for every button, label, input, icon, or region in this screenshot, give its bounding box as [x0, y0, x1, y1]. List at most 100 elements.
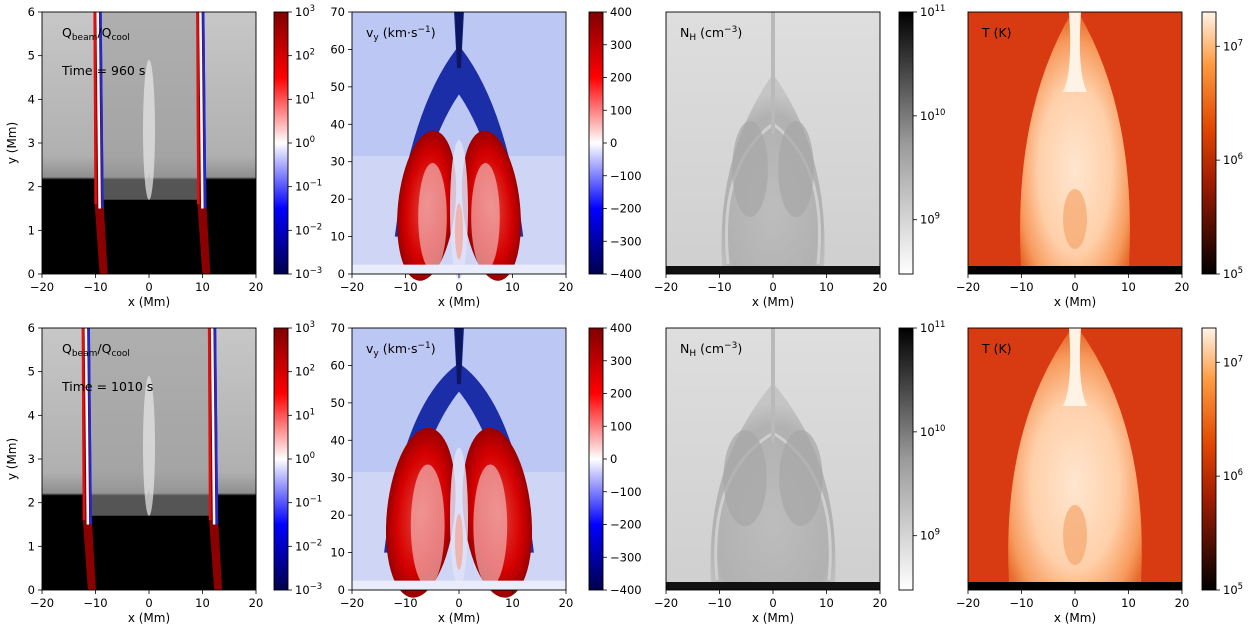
x-tick-label: −20 — [956, 280, 980, 294]
y-tick-label: 40 — [330, 117, 345, 131]
x-tick-label: −20 — [654, 280, 678, 294]
colorbar-tick-label: 300 — [610, 354, 632, 368]
colorbar-frame — [898, 11, 914, 275]
colorbar-tick-label: −400 — [610, 583, 642, 597]
y-tick-label: 20 — [330, 508, 345, 522]
panel-1-2: vy (km·s−1)−20 −10 0 10 20x (Mm)010203040506… — [330, 5, 641, 309]
x-tick-label: −20 — [30, 280, 54, 294]
x-tick-label: 10 — [505, 596, 520, 610]
x-tick-label: 0 — [145, 596, 152, 610]
colorbar-tick-label: −200 — [610, 202, 642, 216]
y-tick-label: 3 — [28, 452, 35, 466]
t-chromosphere — [968, 582, 1182, 590]
panel-title: NH (cm−3) — [680, 341, 742, 359]
y-tick-label: 4 — [28, 408, 35, 422]
x-axis-label: x (Mm) — [128, 295, 170, 309]
x-tick-label: −10 — [83, 280, 107, 294]
beam-line-white — [96, 11, 101, 209]
colorbar — [274, 328, 288, 590]
x-tick-label: 10 — [819, 280, 834, 294]
x-tick-label: 20 — [249, 596, 264, 610]
colorbar-tick-label: 100 — [610, 103, 632, 117]
beam-line-red — [196, 11, 200, 205]
colorbar-tick-label: 106 — [1223, 468, 1243, 483]
x-tick-label: 10 — [195, 596, 210, 610]
beam-line-red — [93, 11, 97, 205]
t-core — [1063, 189, 1087, 249]
colorbar-tick-label: 109 — [920, 212, 940, 227]
panel-2-4: T (K) −20 −10 0 10 20 x (Mm) 105 106 107 — [956, 327, 1243, 625]
colorbar-tick-label: 0 — [610, 136, 617, 150]
x-tick-label: −10 — [707, 280, 731, 294]
colorbar-tick-label: 101 — [295, 91, 315, 106]
y-tick-label: 0 — [338, 267, 345, 281]
y-tick-label: 2 — [28, 180, 35, 194]
y-tick-label: 1 — [28, 539, 35, 553]
colorbar-tick-label: 1010 — [920, 424, 945, 439]
y-axis-label: y (Mm) — [5, 122, 19, 164]
x-tick-label: −10 — [393, 280, 417, 294]
beam-line-white — [199, 11, 204, 209]
y-tick-label: 60 — [330, 358, 345, 372]
x-tick-label: −10 — [1009, 596, 1033, 610]
x-tick-label: 0 — [455, 596, 462, 610]
beam-line-blue — [202, 11, 207, 209]
colorbar-tick-label: 109 — [920, 528, 940, 543]
t-chromosphere — [968, 266, 1182, 274]
y-tick-label: 10 — [330, 230, 345, 244]
colorbar-tick-label: 107 — [1223, 38, 1243, 53]
x-tick-label: −10 — [393, 596, 417, 610]
x-tick-label: −20 — [956, 596, 980, 610]
q-center-glow — [143, 59, 155, 200]
dense-lobe — [779, 430, 823, 526]
v-center-red — [455, 203, 463, 260]
colorbar-tick-label: 200 — [610, 387, 632, 401]
t-jet — [1063, 12, 1087, 92]
colorbar-tick-label: 100 — [295, 451, 315, 466]
t-jet — [1063, 328, 1087, 406]
n-chromosphere — [666, 266, 880, 274]
downflow-jet — [455, 12, 463, 69]
colorbar-tick-label: 300 — [610, 38, 632, 52]
x-tick-label: 20 — [1175, 596, 1190, 610]
colorbar — [589, 328, 603, 590]
beam-line-white — [84, 327, 90, 525]
x-tick-label: 20 — [873, 596, 888, 610]
panel-title: vy (km·s−1) — [366, 341, 436, 359]
y-tick-label: 50 — [330, 396, 345, 410]
x-axis-label: x (Mm) — [1054, 611, 1096, 625]
beam-line-white — [210, 327, 216, 525]
x-tick-label: 10 — [1121, 280, 1136, 294]
x-axis-label: x (Mm) — [438, 611, 480, 625]
panel-1-3: NH (cm−3) −20 −10 0 10 20 x (Mm) 109 1010 1011 — [654, 4, 946, 309]
upflow-lobe-inner — [410, 464, 445, 587]
x-tick-label: −10 — [707, 596, 731, 610]
beam-line-red — [207, 327, 212, 521]
colorbar-tick-label: 10−3 — [295, 266, 322, 281]
colorbar — [1202, 328, 1216, 590]
x-tick-label: 20 — [873, 280, 888, 294]
colorbar — [899, 12, 913, 274]
beam-line-blue — [214, 327, 219, 525]
beam-line-red — [81, 327, 86, 521]
upflow-lobe-inner — [471, 163, 500, 272]
colorbar — [274, 12, 288, 274]
x-tick-label: 10 — [819, 596, 834, 610]
upflow-lobe-inner — [418, 163, 447, 272]
beam-line-blue — [99, 11, 104, 209]
colorbar-tick-label: 0 — [610, 452, 617, 466]
y-tick-label: 30 — [330, 155, 345, 169]
colorbar-tick-label: −300 — [610, 234, 642, 248]
n-chromosphere — [666, 582, 880, 590]
time-label: Time = 960 s — [61, 63, 145, 78]
y-tick-label: 50 — [330, 80, 345, 94]
x-tick-label: 0 — [1071, 596, 1078, 610]
hot-loop — [1020, 12, 1130, 266]
dense-lobe — [778, 121, 814, 217]
q-center-glow — [143, 375, 155, 516]
colorbar-frame — [898, 327, 914, 591]
colorbar-tick-label: 400 — [610, 5, 632, 19]
x-tick-label: 10 — [195, 280, 210, 294]
y-axis-label: y (Mm) — [5, 438, 19, 480]
